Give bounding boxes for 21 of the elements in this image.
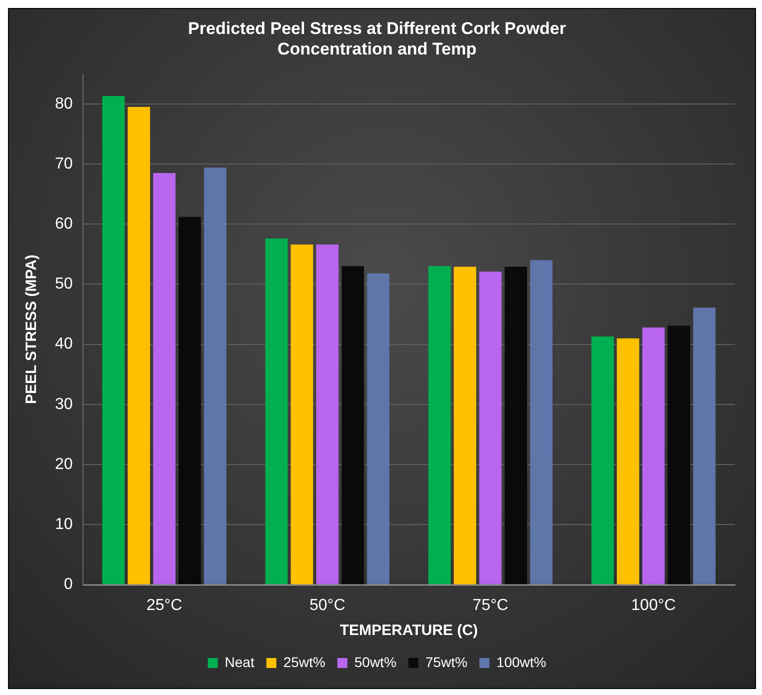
y-tick-label: 0 — [64, 576, 73, 594]
legend-label: 50wt% — [354, 654, 396, 670]
x-tick-label: 50°C — [310, 596, 346, 614]
y-axis-title: PEEL STRESS (MPA) — [23, 254, 40, 404]
chart-title: Predicted Peel Stress at Different Cork Powder Concentration and Temp — [188, 18, 566, 58]
x-tick-label: 75°C — [472, 596, 508, 614]
y-tick-label: 70 — [55, 155, 73, 172]
y-tick-label: 50 — [55, 276, 73, 293]
y-tick-label: 80 — [55, 95, 73, 112]
y-tick-label: 30 — [55, 396, 73, 413]
legend-label: 100wt% — [496, 654, 546, 670]
y-tick-label: 20 — [55, 456, 73, 473]
y-tick-label: 40 — [55, 336, 73, 353]
x-tick-label: 100°C — [631, 596, 676, 614]
legend-label: 25wt% — [283, 654, 326, 670]
legend-label: 75wt% — [425, 654, 468, 670]
x-tick-label: 25°C — [146, 596, 182, 614]
legend-label: Neat — [224, 654, 254, 670]
y-tick-label: 60 — [55, 216, 73, 232]
x-axis-title: TEMPERATURE (C) — [340, 622, 478, 640]
y-tick-label: 10 — [55, 516, 73, 534]
